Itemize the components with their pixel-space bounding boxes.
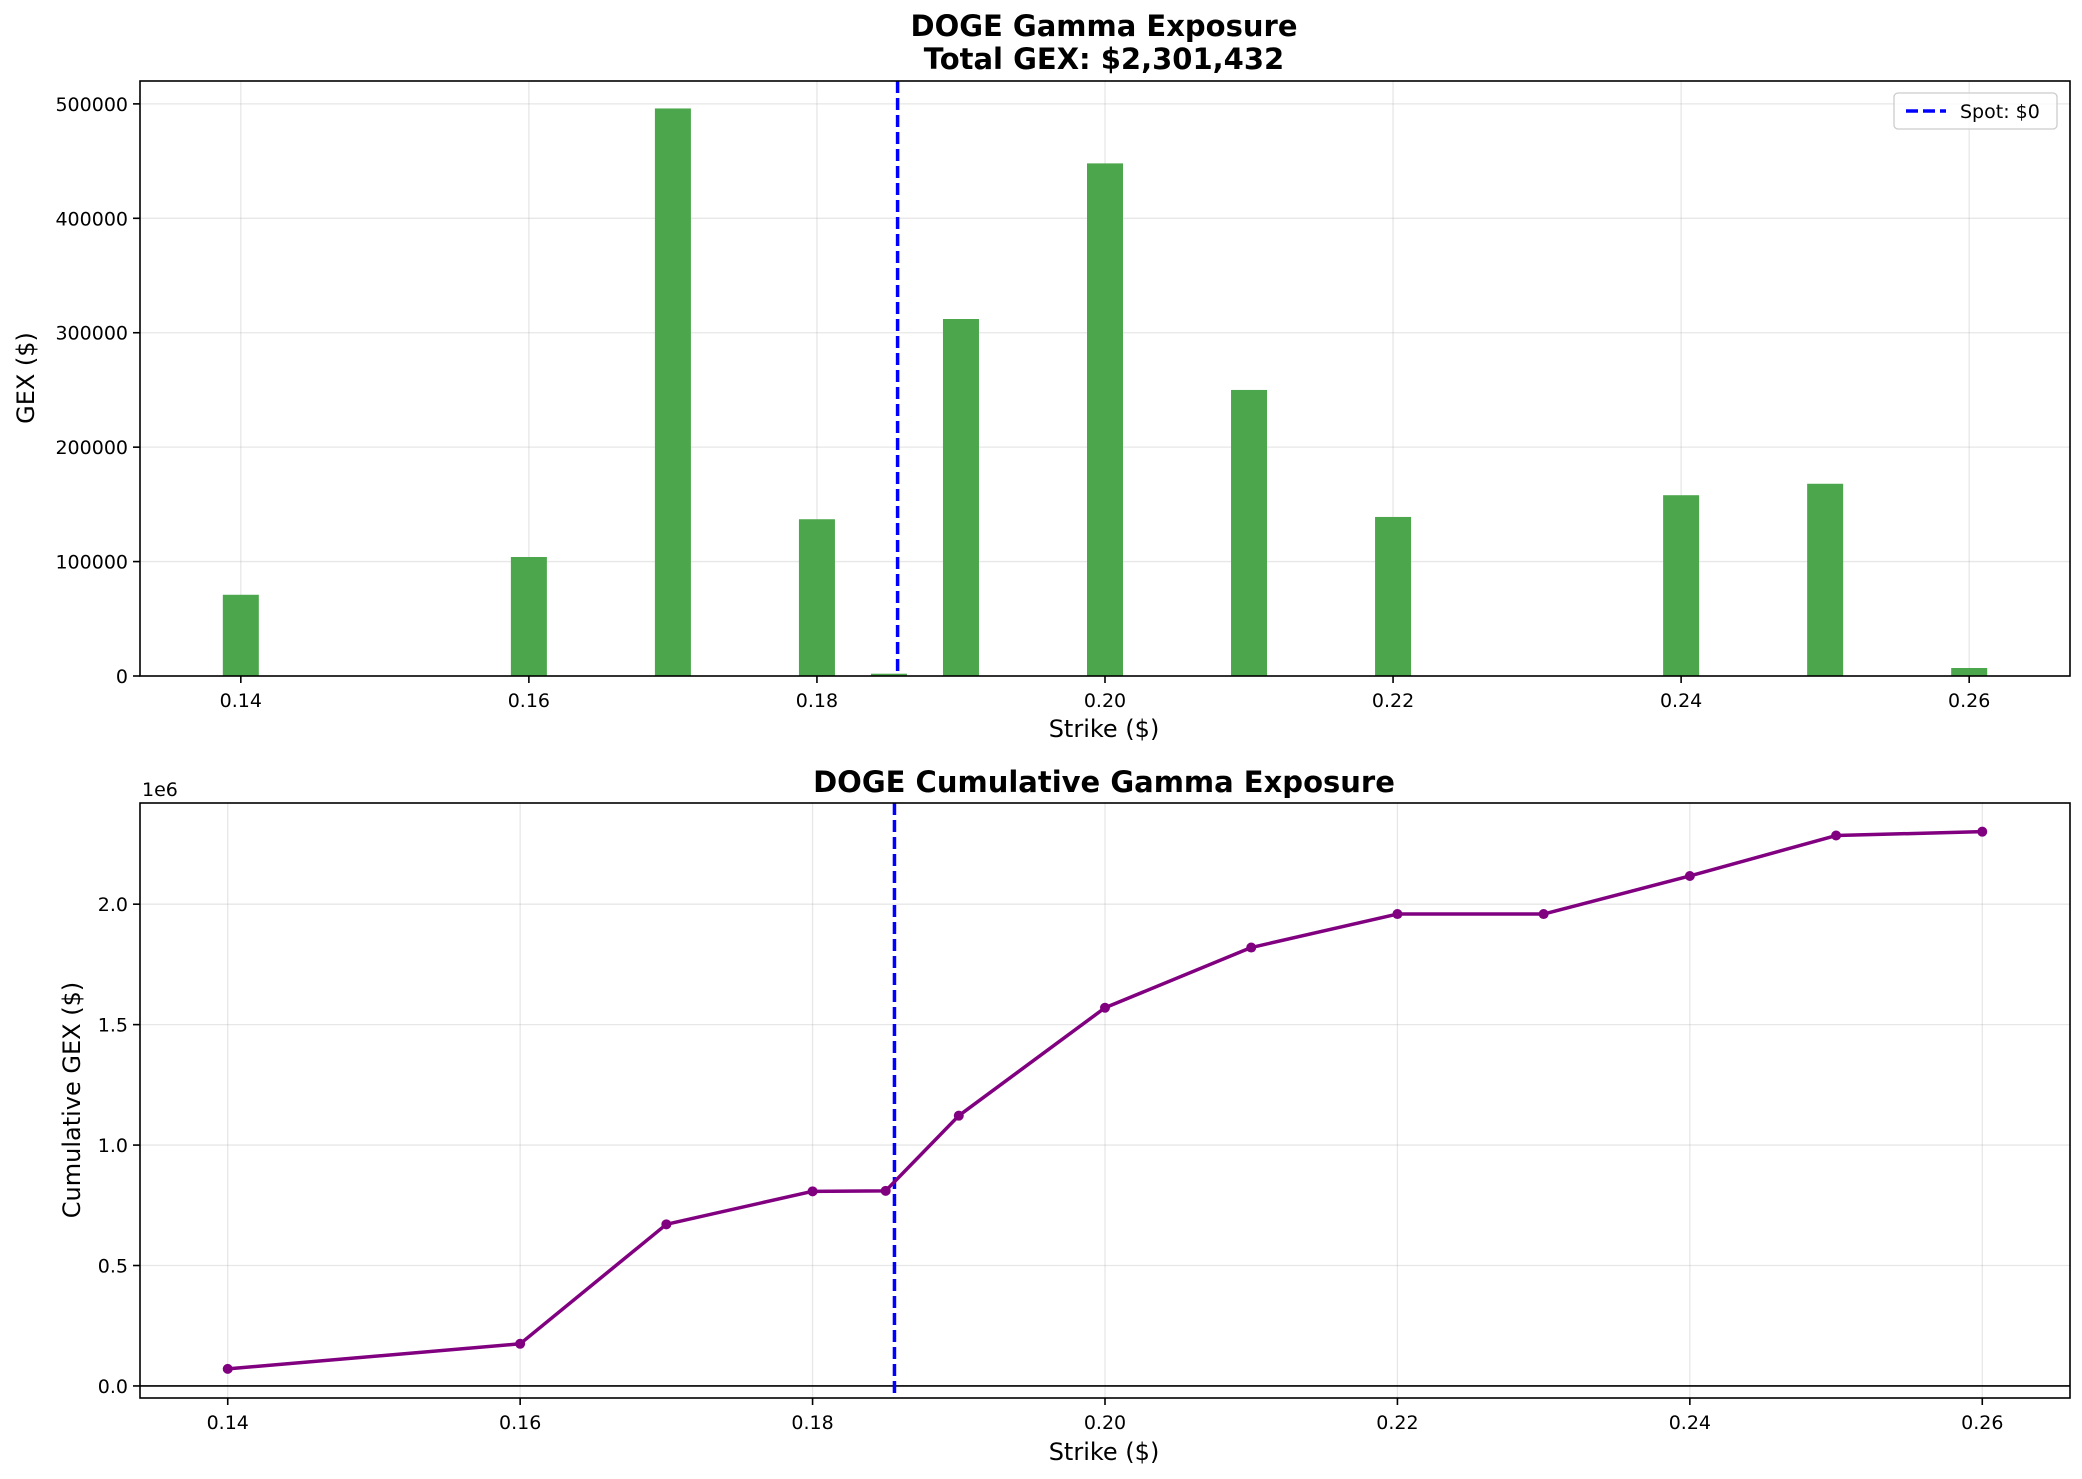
gex-bar <box>1807 483 1844 676</box>
cumulative-point <box>1684 870 1695 881</box>
x-tick-label: 0.16 <box>508 690 550 712</box>
cumulative-points <box>222 826 1988 1374</box>
x-tick-label: 0.14 <box>220 690 262 712</box>
x-tick-label: 0.18 <box>791 1412 833 1434</box>
cumulative-point <box>1246 942 1257 953</box>
cumulative-offset-label: 1e6 <box>142 779 178 801</box>
gex-bar <box>510 557 547 676</box>
gex-y-ticks: 0 100000 200000 300000 400000 500000 <box>55 94 140 688</box>
gex-bars <box>222 108 1988 676</box>
x-tick-label: 0.24 <box>1669 1412 1711 1434</box>
gex-bar <box>1663 495 1700 676</box>
gex-x-axis-label: Strike ($) <box>1049 715 1160 743</box>
y-tick-label: 500000 <box>55 94 128 116</box>
cumulative-point <box>1392 909 1403 920</box>
y-tick-label: 300000 <box>55 323 128 345</box>
y-tick-label: 0.5 <box>98 1256 128 1278</box>
y-tick-label: 0.0 <box>98 1376 128 1398</box>
x-tick-label: 0.26 <box>1948 690 1990 712</box>
gex-x-ticks: 0.14 0.16 0.18 0.20 0.22 0.24 0.26 <box>220 676 1990 712</box>
cumulative-x-ticks: 0.14 0.16 0.18 0.20 0.22 0.24 0.26 <box>207 1398 2003 1434</box>
y-tick-label: 1.5 <box>98 1015 128 1037</box>
cumulative-point <box>807 1186 818 1197</box>
cumulative-panel: DOGE Cumulative Gamma Exposure 1e6 0.14 0… <box>58 765 2071 1466</box>
gex-bar <box>1951 667 1988 676</box>
cumulative-chart-title: DOGE Cumulative Gamma Exposure <box>813 765 1395 799</box>
cumulative-point <box>1538 909 1549 920</box>
x-tick-label: 0.14 <box>207 1412 249 1434</box>
gex-bar <box>1231 389 1268 676</box>
y-tick-label: 1.0 <box>98 1135 128 1157</box>
gex-panel: DOGE Gamma Exposure Total GEX: $2,301,43… <box>12 9 2071 743</box>
cumulative-point <box>1100 1002 1110 1013</box>
legend-box <box>1893 92 2058 130</box>
cumulative-point <box>880 1185 891 1196</box>
cumulative-point <box>953 1110 964 1121</box>
y-tick-label: 200000 <box>55 437 128 459</box>
gex-bar <box>222 594 259 676</box>
gex-bar <box>798 519 835 676</box>
cumulative-point <box>1977 826 1988 837</box>
gex-chart-title-line1: DOGE Gamma Exposure <box>911 9 1298 43</box>
cumulative-point <box>1831 830 1842 841</box>
cumulative-y-ticks: 0.0 0.5 1.0 1.5 2.0 <box>98 894 140 1398</box>
cumulative-grid <box>140 803 2070 1398</box>
gex-bar <box>1086 163 1124 676</box>
x-tick-label: 0.16 <box>499 1412 541 1434</box>
gex-bar <box>1375 516 1412 676</box>
x-tick-label: 0.22 <box>1376 1412 1418 1434</box>
y-tick-label: 400000 <box>55 208 128 230</box>
y-tick-label: 2.0 <box>98 894 128 916</box>
gex-bar <box>942 319 979 676</box>
cumulative-point <box>515 1338 526 1349</box>
legend-spot-label: Spot: $0 <box>1960 101 2040 123</box>
cumulative-point <box>222 1363 233 1374</box>
x-tick-label: 0.20 <box>1084 1412 1126 1434</box>
gex-bar <box>870 673 907 676</box>
x-tick-label: 0.26 <box>1961 1412 2003 1434</box>
gex-legend: Spot: $0 <box>1893 92 2058 130</box>
cumulative-point <box>661 1219 672 1230</box>
x-tick-label: 0.22 <box>1372 690 1414 712</box>
gex-chart-title-line2: Total GEX: $2,301,432 <box>924 42 1284 76</box>
x-tick-label: 0.18 <box>796 690 838 712</box>
gex-bar <box>654 108 691 676</box>
y-tick-label: 100000 <box>55 552 128 574</box>
gex-y-axis-label: GEX ($) <box>12 332 40 424</box>
y-tick-label: 0 <box>116 666 128 688</box>
cumulative-x-axis-label: Strike ($) <box>1049 1438 1160 1466</box>
x-tick-label: 0.20 <box>1084 690 1126 712</box>
cumulative-y-axis-label: Cumulative GEX ($) <box>58 982 86 1218</box>
x-tick-label: 0.24 <box>1660 690 1702 712</box>
